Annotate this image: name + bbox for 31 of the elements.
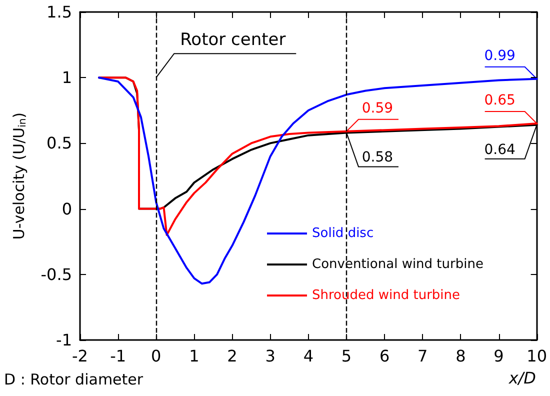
data-label: 0.64 — [484, 142, 516, 158]
x-tick-label: 9 — [494, 346, 504, 366]
x-tick-label: 6 — [379, 346, 390, 366]
x-tick-label: 8 — [456, 346, 466, 366]
y-tick-label: 0.5 — [46, 134, 72, 153]
ref-line-label: Rotor center — [180, 30, 286, 50]
x-axis-title: x/D — [508, 368, 536, 388]
data-label: 0.58 — [362, 150, 394, 166]
data-label: 0.99 — [484, 48, 516, 64]
y-tick-label: -1 — [56, 330, 72, 350]
x-tick-label: 1 — [189, 346, 200, 366]
y-axis-title: U-velocity (U/Uin) — [10, 112, 28, 240]
x-tick-label: 3 — [265, 346, 276, 366]
x-tick-label: 2 — [227, 346, 238, 366]
x-tick-label: 5 — [341, 346, 352, 366]
y-tick-label: 1.5 — [46, 2, 72, 22]
y-tick-label: 1 — [62, 68, 72, 88]
y-tick-label: -0.5 — [40, 264, 72, 284]
x-tick-label: 10 — [526, 346, 547, 366]
data-label: 0.59 — [362, 100, 394, 116]
text: D : Rotor diameter — [4, 370, 144, 388]
legend-label: Conventional wind turbine — [312, 257, 484, 272]
x-tick-label: 4 — [303, 346, 314, 366]
x-tick-label: -1 — [110, 346, 126, 366]
legend-label: Solid disc — [312, 226, 374, 241]
x-tick-label: 0 — [151, 346, 162, 366]
x-tick-label: 7 — [418, 346, 428, 366]
y-tick-label: 0 — [62, 199, 72, 218]
data-label: 0.65 — [484, 92, 516, 109]
legend-label: Shrouded wind turbine — [312, 288, 460, 303]
x-tick-label: -2 — [72, 346, 88, 366]
